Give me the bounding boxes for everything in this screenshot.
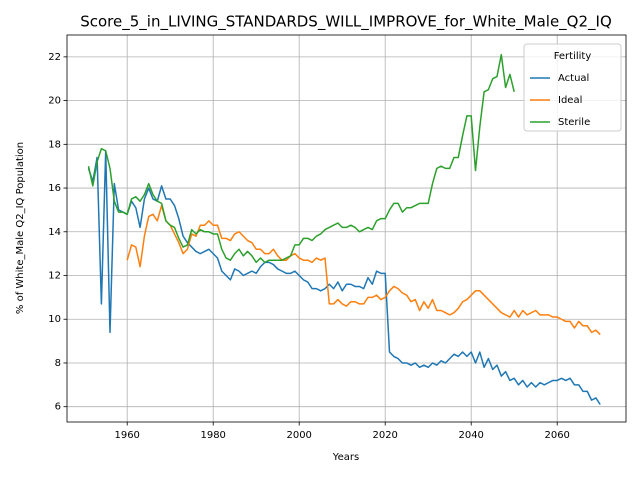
line-series [126, 204, 601, 336]
legend: Fertility Actual Ideal Sterile [523, 43, 622, 132]
legend-title: Fertility [554, 51, 592, 62]
x-tick-label: 1980 [200, 430, 225, 441]
x-tick-label: 2060 [544, 430, 569, 441]
chart-title: Score_5_in_LIVING_STANDARDS_WILL_IMPROVE… [80, 13, 612, 32]
x-axis-label: Years [332, 452, 359, 463]
x-tick-label: 1960 [114, 430, 139, 441]
legend-label: Sterile [558, 117, 590, 128]
line-series [87, 150, 601, 405]
x-tick-label: 2040 [458, 430, 483, 441]
plot-frame [66, 34, 627, 423]
y-tick-label: 18 [48, 139, 61, 150]
y-tick-label: 8 [55, 358, 61, 369]
x-tick-label: 2020 [372, 430, 397, 441]
line-series [87, 53, 515, 264]
y-tick-label: 12 [48, 271, 61, 282]
legend-label: Ideal [558, 95, 582, 106]
y-tick-label: 16 [48, 183, 61, 194]
y-tick-label: 14 [48, 227, 61, 238]
legend-label: Actual [558, 73, 589, 84]
x-tick-label: 2000 [286, 430, 311, 441]
y-tick-label: 20 [48, 96, 61, 107]
legend-box [523, 43, 622, 132]
y-tick-label: 10 [48, 314, 61, 325]
y-tick-label: 22 [48, 52, 61, 63]
y-tick-label: 6 [55, 402, 61, 413]
y-axis-label: % of White_Male Q2_IQ Population [15, 142, 26, 314]
